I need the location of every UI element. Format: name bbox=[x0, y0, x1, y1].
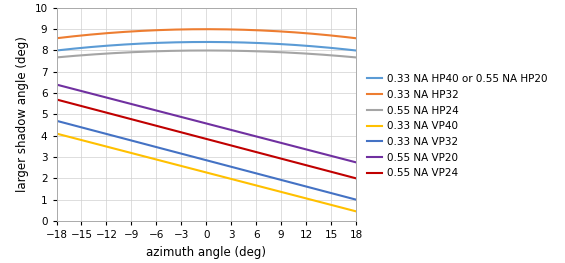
0.33 NA HP40 or 0.55 NA HP20 bbox=[306, 44, 313, 48]
Line: 0.55 NA HP24: 0.55 NA HP24 bbox=[56, 50, 356, 57]
0.55 NA HP24 bbox=[54, 56, 61, 59]
0.33 NA HP32 bbox=[232, 28, 238, 31]
0.55 NA VP24 bbox=[353, 177, 359, 180]
Line: 0.33 NA VP40: 0.33 NA VP40 bbox=[56, 134, 356, 211]
0.55 NA HP24 bbox=[232, 49, 239, 52]
0.55 NA VP20 bbox=[306, 149, 312, 152]
0.55 NA VP20 bbox=[54, 83, 61, 87]
0.33 NA HP40 or 0.55 NA HP20 bbox=[232, 41, 239, 44]
0.33 NA VP40 bbox=[236, 180, 243, 183]
0.55 NA VP24 bbox=[232, 145, 238, 148]
0.33 NA VP40 bbox=[353, 210, 359, 213]
0.55 NA HP24 bbox=[237, 49, 244, 52]
0.33 NA HP32 bbox=[54, 37, 61, 40]
0.55 NA HP24 bbox=[325, 54, 332, 57]
0.55 NA VP20 bbox=[232, 129, 238, 133]
0.33 NA HP32 bbox=[353, 37, 359, 40]
0.55 NA VP20 bbox=[353, 161, 359, 164]
0.33 NA HP40 or 0.55 NA HP20 bbox=[232, 41, 238, 44]
0.33 NA HP40 or 0.55 NA HP20 bbox=[325, 46, 332, 49]
0.55 NA VP20 bbox=[53, 83, 60, 86]
0.33 NA VP40 bbox=[231, 178, 237, 181]
0.33 NA VP40 bbox=[232, 178, 238, 181]
0.33 NA HP40 or 0.55 NA HP20 bbox=[53, 49, 60, 52]
0.55 NA VP24 bbox=[306, 164, 312, 168]
Line: 0.33 NA VP32: 0.33 NA VP32 bbox=[56, 121, 356, 200]
0.55 NA HP24 bbox=[353, 56, 359, 59]
0.55 NA VP24 bbox=[236, 146, 243, 149]
0.33 NA VP32 bbox=[232, 166, 238, 169]
0.33 NA HP40 or 0.55 NA HP20 bbox=[237, 41, 244, 44]
0.33 NA VP32 bbox=[324, 191, 331, 194]
0.33 NA HP40 or 0.55 NA HP20 bbox=[353, 49, 359, 52]
0.33 NA HP40 or 0.55 NA HP20 bbox=[54, 49, 61, 52]
0.33 NA VP40 bbox=[54, 132, 61, 135]
0.55 NA VP20 bbox=[324, 154, 331, 157]
Line: 0.33 NA HP32: 0.33 NA HP32 bbox=[56, 29, 356, 38]
0.33 NA VP32 bbox=[353, 198, 359, 201]
0.55 NA VP24 bbox=[231, 145, 237, 148]
0.55 NA HP24 bbox=[232, 49, 238, 52]
0.33 NA VP32 bbox=[231, 166, 237, 169]
0.55 NA VP20 bbox=[231, 129, 237, 132]
0.33 NA VP32 bbox=[53, 119, 60, 122]
0.33 NA HP32 bbox=[325, 34, 332, 37]
0.33 NA VP40 bbox=[324, 203, 331, 206]
0.55 NA HP24 bbox=[53, 56, 60, 59]
Line: 0.55 NA VP20: 0.55 NA VP20 bbox=[56, 85, 356, 162]
0.55 NA VP24 bbox=[53, 98, 60, 101]
0.55 NA HP24 bbox=[306, 52, 313, 55]
0.33 NA HP40 or 0.55 NA HP20 bbox=[202, 41, 209, 44]
Legend: 0.33 NA HP40 or 0.55 NA HP20, 0.33 NA HP32, 0.55 NA HP24, 0.33 NA VP40, 0.33 NA : 0.33 NA HP40 or 0.55 NA HP20, 0.33 NA HP… bbox=[367, 74, 547, 178]
0.55 NA HP24 bbox=[202, 49, 209, 52]
0.55 NA VP24 bbox=[54, 98, 61, 101]
0.55 NA VP20 bbox=[236, 131, 243, 134]
0.33 NA HP32 bbox=[232, 28, 239, 31]
0.33 NA VP32 bbox=[236, 168, 243, 171]
Line: 0.33 NA HP40 or 0.55 NA HP20: 0.33 NA HP40 or 0.55 NA HP20 bbox=[56, 42, 356, 50]
0.33 NA VP40 bbox=[306, 198, 312, 201]
Y-axis label: larger shadow angle (deg): larger shadow angle (deg) bbox=[16, 37, 29, 192]
0.33 NA VP32 bbox=[54, 119, 61, 123]
0.55 NA VP24 bbox=[324, 169, 331, 173]
X-axis label: azimuth angle (deg): azimuth angle (deg) bbox=[146, 245, 266, 259]
0.33 NA HP32 bbox=[237, 28, 244, 31]
0.33 NA HP32 bbox=[53, 37, 60, 40]
0.33 NA HP32 bbox=[202, 28, 209, 31]
0.33 NA VP40 bbox=[53, 132, 60, 135]
0.33 NA HP32 bbox=[306, 32, 313, 35]
0.33 NA VP32 bbox=[306, 186, 312, 189]
Line: 0.55 NA VP24: 0.55 NA VP24 bbox=[56, 99, 356, 178]
